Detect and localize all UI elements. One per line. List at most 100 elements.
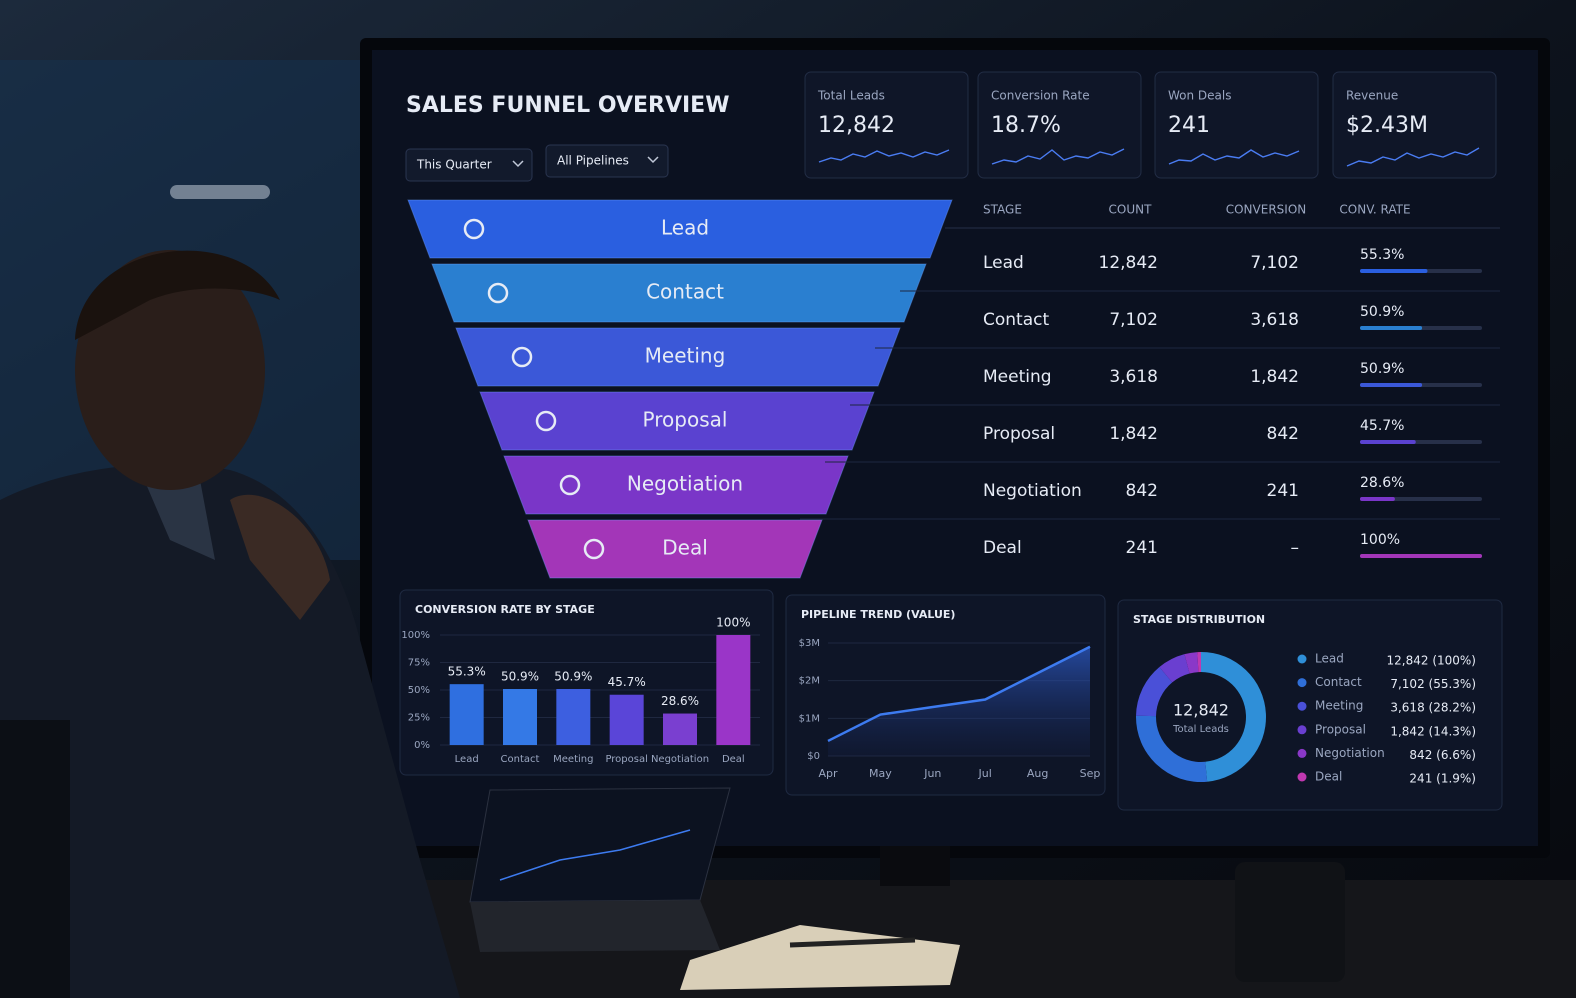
filter-box[interactable] [405,148,533,182]
x-tick-label: May [869,767,892,780]
kpi-label: Conversion Rate [991,89,1090,103]
kpi-label: Won Deals [1168,89,1232,103]
funnel-stage [527,519,823,579]
table-cell: – [1291,538,1300,558]
legend-label: Meeting [1315,699,1363,713]
table-cell: 1,842 [1109,424,1158,444]
y-tick-label: $2M [799,676,820,687]
x-tick-label: Negotiation [651,754,709,765]
sparkline [818,149,950,163]
table-header: CONV. RATE [1339,203,1410,217]
person-hair [75,250,280,340]
stage-icon [487,282,509,304]
stage-icon [463,218,485,240]
x-tick-label: Jul [978,767,992,780]
x-tick-label: Sep [1080,767,1101,780]
legend-label: Proposal [1315,722,1366,736]
table-cell: Proposal [983,424,1055,444]
table-cell: Deal [983,538,1022,558]
chevron [647,156,659,164]
laptop [469,787,731,952]
table-cell: 241 [1126,538,1158,558]
y-tick-label: 25% [408,713,430,724]
chart-title: PIPELINE TREND (VALUE) [801,608,955,621]
legend-dot [1297,748,1307,758]
sparkline [991,148,1125,165]
laptop-line [499,829,691,881]
stage-icon [559,474,581,496]
legend-label: Deal [1315,770,1342,784]
rate-bar [1360,383,1423,387]
y-tick-label: $3M [799,638,820,649]
donut-segment [1136,715,1208,782]
legend-dot [1297,772,1307,782]
rate-label: 45.7% [1360,418,1404,434]
pen [789,937,916,948]
dashboard-title: SALES FUNNEL OVERVIEW [406,93,729,118]
bar [609,694,644,745]
legend-value: 842 (6.6%) [1409,748,1476,762]
kpi-label: Revenue [1346,89,1398,103]
x-tick-label: Lead [455,754,479,765]
table-cell: 3,618 [1109,367,1158,387]
kpi-value: 18.7% [991,113,1061,138]
chair [0,720,70,998]
donut-center-value: 12,842 [1173,701,1229,720]
x-tick-label: Proposal [605,754,647,765]
value-label: 100% [716,616,750,630]
legend-label: Lead [1315,652,1344,666]
table-cell: 1,842 [1250,367,1299,387]
legend-value: 241 (1.9%) [1409,772,1476,786]
laptop-base [470,900,720,952]
legend-value: 12,842 (100%) [1387,654,1476,668]
monitor-stand [880,846,950,886]
x-tick-label: Deal [722,754,745,765]
table-cell: Negotiation [983,481,1082,501]
table-cell: 842 [1267,424,1299,444]
funnel-label: Contact [646,280,724,304]
value-label: 55.3% [448,665,486,679]
filter-label[interactable]: This Quarter [416,158,492,172]
y-tick-label: 100% [401,630,430,641]
legend-dot [1297,701,1307,711]
kpi-card [1154,71,1319,179]
mug [1235,862,1345,982]
chart-title: STAGE DISTRIBUTION [1133,613,1265,626]
donut-center-label: Total Leads [1172,724,1229,735]
table-cell: 12,842 [1099,253,1158,273]
donut-segment [1184,652,1199,674]
filter-box[interactable] [545,144,669,178]
value-label: 28.6% [661,694,699,708]
y-tick-label: $0 [807,751,820,762]
rate-bar [1360,497,1395,501]
funnel-label: Negotiation [627,472,743,496]
table-cell: Lead [983,253,1024,273]
laptop-screen [469,787,731,903]
filter-label[interactable]: All Pipelines [557,154,629,168]
kpi-value: 241 [1168,113,1210,138]
filter-dropdown[interactable]: All Pipelines [545,144,669,178]
kpi-label: Total Leads [817,89,885,103]
trend-line [827,645,1091,743]
kpi-value: $2.43M [1346,113,1428,138]
x-tick-label: Aug [1027,767,1048,780]
funnel-stage [407,199,953,259]
rate-label: 100% [1360,532,1400,548]
y-tick-label: $1M [799,713,820,724]
bar [556,689,591,745]
sparkline [1346,147,1480,167]
legend-label: Negotiation [1315,746,1385,760]
table-cell: Meeting [983,367,1052,387]
rate-bar [1360,440,1416,444]
kpi-card [804,71,969,179]
value-label: 50.9% [501,670,539,684]
donut-segment [1136,667,1173,717]
table-cell: 3,618 [1250,310,1299,330]
donut-segment [1201,652,1266,782]
stage-icon [511,346,533,368]
legend-value: 7,102 (55.3%) [1390,677,1476,691]
filter-dropdown[interactable]: This Quarter [405,148,533,182]
legend-value: 3,618 (28.2%) [1390,701,1476,715]
